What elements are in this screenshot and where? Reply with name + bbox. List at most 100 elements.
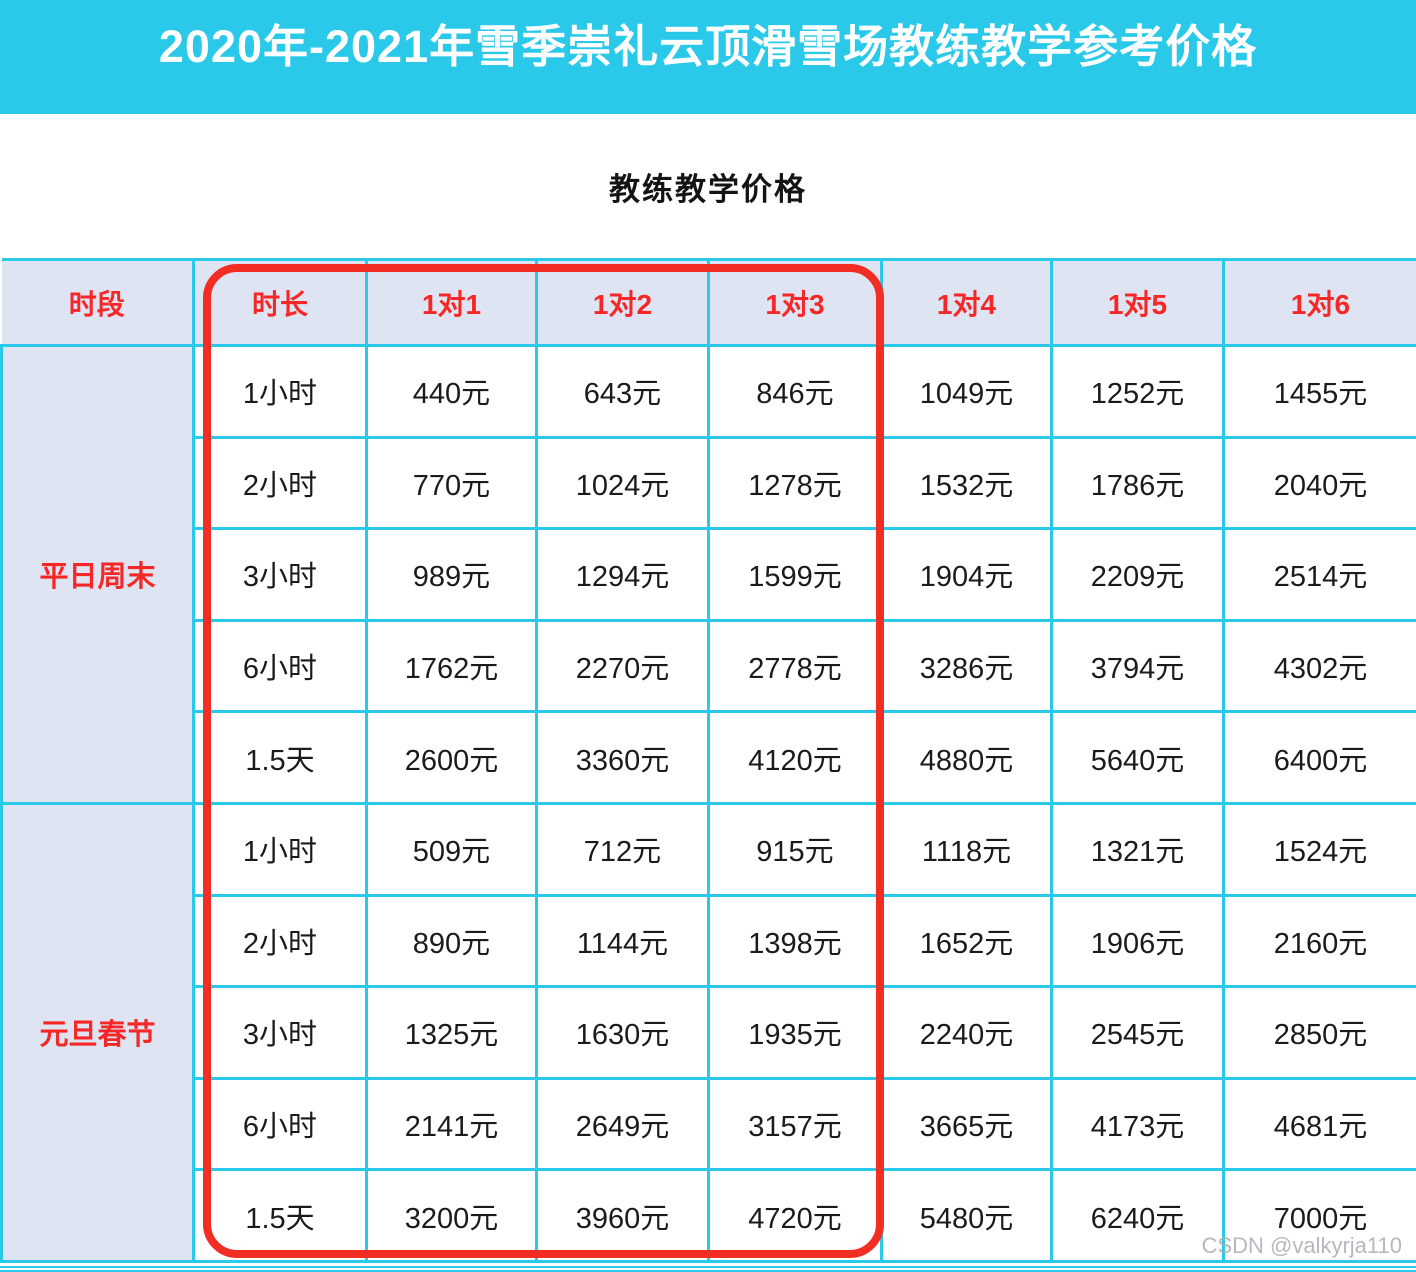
table-row: 3小时 989元 1294元 1599元 1904元 2209元 2514元	[2, 527, 1416, 622]
price-cell: 643元	[535, 344, 710, 439]
period-cell: 元旦春节	[0, 801, 195, 1263]
page-title: 2020年-2021年雪季崇礼云顶滑雪场教练教学参考价格	[158, 21, 1258, 72]
price-cell: 1904元	[880, 527, 1053, 622]
duration-cell: 2小时	[192, 435, 368, 531]
price-cell: 4720元	[707, 1168, 883, 1263]
price-cell: 2649元	[535, 1076, 710, 1172]
col-header-1on2: 1对2	[535, 258, 710, 347]
price-cell: 4302元	[1222, 618, 1416, 714]
price-cell: 2040元	[1222, 435, 1416, 531]
price-cell: 1652元	[880, 893, 1053, 989]
subtitle-band: 教练教学价格	[0, 114, 1416, 258]
price-cell: 1325元	[365, 985, 538, 1080]
col-header-1on1: 1对1	[365, 258, 538, 347]
table-row: 3小时 1325元 1630元 1935元 2240元 2545元 2850元	[2, 985, 1416, 1080]
price-cell: 1935元	[707, 985, 883, 1080]
price-cell: 2240元	[880, 985, 1053, 1080]
price-cell: 2209元	[1050, 527, 1225, 622]
duration-cell: 6小时	[192, 1076, 368, 1172]
price-cell: 1906元	[1050, 893, 1225, 989]
col-header-1on4: 1对4	[880, 258, 1053, 347]
table-row: 6小时 1762元 2270元 2778元 3286元 3794元 4302元	[2, 618, 1416, 714]
price-cell: 2600元	[365, 710, 538, 805]
duration-cell: 1小时	[192, 801, 368, 897]
price-cell: 1524元	[1222, 801, 1416, 897]
price-table: 时段 时长 1对1 1对2 1对3 1对4 1对5 1对6 平日周末 1小时 440…	[0, 258, 1416, 1263]
price-cell: 1049元	[880, 344, 1053, 439]
price-cell: 1294元	[535, 527, 710, 622]
price-cell: 1118元	[880, 801, 1053, 897]
price-cell: 2160元	[1222, 893, 1416, 989]
price-cell: 1252元	[1050, 344, 1225, 439]
price-cell: 712元	[535, 801, 710, 897]
header-row: 时段 时长 1对1 1对2 1对3 1对4 1对5 1对6	[1, 258, 1416, 347]
duration-cell: 1.5天	[192, 710, 368, 805]
col-header-1on6: 1对6	[1222, 258, 1416, 347]
table-subtitle: 教练教学价格	[609, 171, 807, 207]
price-cell: 890元	[365, 893, 538, 989]
price-cell: 509元	[365, 801, 538, 897]
price-cell: 2850元	[1222, 985, 1416, 1080]
footer-strip	[0, 1262, 1416, 1272]
price-cell: 5640元	[1050, 710, 1225, 805]
table-row: 元旦春节 1小时 509元 712元 915元 1118元 1321元 1524元	[0, 801, 1416, 1263]
price-cell: 1630元	[535, 985, 710, 1080]
duration-cell: 3小时	[192, 985, 368, 1080]
duration-cell: 6小时	[192, 618, 368, 714]
price-cell: 1762元	[365, 618, 538, 714]
price-cell: 1786元	[1050, 435, 1225, 531]
price-cell: 440元	[365, 344, 538, 439]
price-cell: 770元	[365, 435, 538, 531]
price-cell: 3157元	[707, 1076, 883, 1172]
price-cell: 1455元	[1222, 344, 1416, 439]
table-row: 2小时 770元 1024元 1278元 1532元 1786元 2040元	[2, 435, 1416, 531]
duration-cell: 3小时	[192, 527, 368, 622]
table-row: 2小时 890元 1144元 1398元 1652元 1906元 2160元	[2, 893, 1416, 989]
price-cell: 3665元	[880, 1076, 1053, 1172]
price-cell: 989元	[365, 527, 538, 622]
col-header-1on3: 1对3	[707, 258, 883, 347]
table-row: 1.5天 2600元 3360元 4120元 4880元 5640元 6400元	[2, 710, 1416, 805]
duration-cell: 1.5天	[192, 1168, 368, 1263]
col-header-duration: 时长	[192, 258, 368, 347]
period-cell: 平日周末	[0, 344, 195, 805]
price-cell: 915元	[707, 801, 883, 897]
price-cell: 3200元	[365, 1168, 538, 1263]
price-cell: 846元	[707, 344, 883, 439]
price-table-body: 平日周末 1小时 440元 643元 846元 1049元 1252元 1455元 2小时 770…	[0, 344, 1416, 1263]
col-header-1on5: 1对5	[1050, 258, 1225, 347]
price-cell: 5480元	[880, 1168, 1053, 1263]
col-header-period: 时段	[1, 258, 195, 347]
price-cell: 4681元	[1222, 1076, 1416, 1172]
price-cell: 6400元	[1222, 710, 1416, 805]
price-cell: 1599元	[707, 527, 883, 622]
title-banner: 2020年-2021年雪季崇礼云顶滑雪场教练教学参考价格	[0, 0, 1416, 114]
table-row: 平日周末 1小时 440元 643元 846元 1049元 1252元 1455元	[0, 344, 1416, 805]
duration-cell: 2小时	[192, 893, 368, 989]
price-cell: 2545元	[1050, 985, 1225, 1080]
table-row: 1.5天 3200元 3960元 4720元 5480元 6240元 7000元	[2, 1168, 1416, 1263]
price-cell: 4880元	[880, 710, 1053, 805]
price-cell: 3960元	[535, 1168, 710, 1263]
price-cell: 6240元	[1050, 1168, 1225, 1263]
price-cell: 1144元	[535, 893, 710, 989]
price-cell: 4120元	[707, 710, 883, 805]
price-cell: 2514元	[1222, 527, 1416, 622]
price-cell: 7000元	[1222, 1168, 1416, 1263]
price-cell: 1278元	[707, 435, 883, 531]
price-cell: 3794元	[1050, 618, 1225, 714]
price-cell: 3286元	[880, 618, 1053, 714]
price-cell: 1321元	[1050, 801, 1225, 897]
price-cell: 4173元	[1050, 1076, 1225, 1172]
watermark: CSDN @valkyrja110	[1201, 1233, 1402, 1258]
price-cell: 2778元	[707, 618, 883, 714]
price-cell: 3360元	[535, 710, 710, 805]
table-row: 6小时 2141元 2649元 3157元 3665元 4173元 4681元	[2, 1076, 1416, 1172]
price-cell: 2270元	[535, 618, 710, 714]
duration-cell: 1小时	[192, 344, 368, 439]
price-cell: 1024元	[535, 435, 710, 531]
price-cell: 2141元	[365, 1076, 538, 1172]
price-cell: 1532元	[880, 435, 1053, 531]
price-cell: 1398元	[707, 893, 883, 989]
